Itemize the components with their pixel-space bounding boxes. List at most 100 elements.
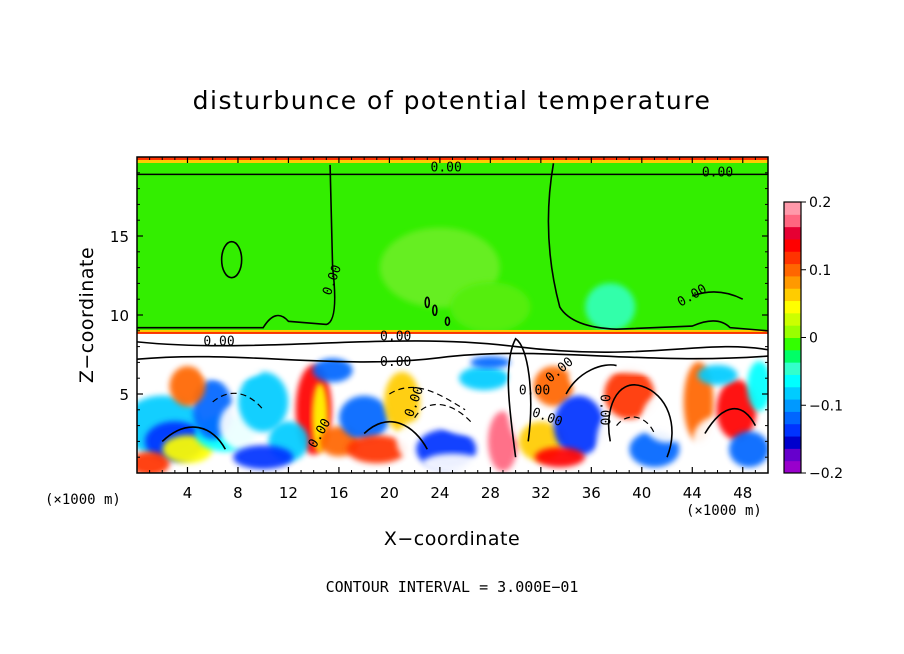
contour-closed xyxy=(424,296,431,309)
contour-line xyxy=(704,408,757,434)
contour-line xyxy=(363,421,428,450)
x-tick-label: 4 xyxy=(183,484,193,502)
colorbar-tick-label: 0.2 xyxy=(809,195,831,211)
colorbar-segment xyxy=(784,349,801,363)
contour-line xyxy=(161,426,227,450)
x-tick-label: 8 xyxy=(233,484,243,502)
colorbar-segment xyxy=(784,460,801,474)
contour-layer xyxy=(137,163,768,458)
colorbar-segment xyxy=(784,411,801,425)
colorbar-tick-label: −0.1 xyxy=(809,398,843,414)
contour-closed xyxy=(432,304,438,317)
field-blob xyxy=(601,357,682,374)
contour-line xyxy=(565,364,617,395)
x-unit-right: (×1000 m) xyxy=(686,503,762,519)
x-tick-label: 16 xyxy=(329,484,348,502)
field-blob xyxy=(596,411,637,472)
interface-white xyxy=(137,333,768,352)
contour-line xyxy=(547,163,768,332)
field-blob xyxy=(346,435,407,464)
x-tick-label: 40 xyxy=(632,484,651,502)
x-tick-label: 36 xyxy=(582,484,601,502)
y-axis-label: Z−coordinate xyxy=(76,246,98,384)
field-blob xyxy=(238,371,289,432)
x-axis-label: X−coordinate xyxy=(383,528,521,550)
interface-band xyxy=(137,329,768,332)
colorbar-segment xyxy=(784,325,801,338)
field-blob xyxy=(533,366,574,407)
contour-line-dashed xyxy=(212,392,264,411)
upper-patch xyxy=(585,283,636,332)
x-tick-label: 20 xyxy=(380,484,399,502)
field-blob xyxy=(697,365,738,386)
field-blob xyxy=(642,392,693,443)
field-blob xyxy=(729,431,768,468)
colorbar-segment xyxy=(784,448,801,462)
colorbar-segment xyxy=(784,374,801,388)
y-tick-label: 5 xyxy=(119,386,129,404)
x-tick-label: 28 xyxy=(481,484,500,502)
contour-line xyxy=(137,340,768,353)
contour-dashed-layer xyxy=(212,386,655,434)
colorbar-segment xyxy=(784,214,801,228)
colorbar-segment xyxy=(784,251,801,265)
field-blob xyxy=(569,366,614,391)
colorbar-segment xyxy=(784,436,801,449)
y-tick-label: 10 xyxy=(110,307,129,325)
field-blob xyxy=(233,445,294,470)
field-blob xyxy=(339,395,390,440)
field-blob xyxy=(137,451,170,473)
field-blob xyxy=(201,362,262,379)
colorbar-segment xyxy=(784,300,801,314)
field-blob xyxy=(604,369,655,419)
contour-label: 0.00 xyxy=(596,394,611,425)
colorbar-segment xyxy=(784,226,801,240)
x-unit-left: (×1000 m) xyxy=(45,492,121,508)
colorbar-segment xyxy=(784,423,801,437)
x-tick-label: 44 xyxy=(683,484,702,502)
field-blob xyxy=(534,447,585,468)
colorbar-segment xyxy=(784,399,801,412)
colorbar-segment xyxy=(784,238,801,252)
field-layer: 0.00 0.000.00 0.000.000.000.000.000.00 0.00… xyxy=(137,157,768,473)
field-blob xyxy=(169,366,206,407)
contour-line-dashed xyxy=(616,416,655,434)
colorbar-segment xyxy=(784,386,801,400)
field-blob xyxy=(459,366,510,391)
field-blob xyxy=(553,395,604,456)
field-blob xyxy=(716,379,757,440)
contour-label: 0.00 xyxy=(203,334,234,349)
contour-line-dashed xyxy=(389,386,466,411)
contour-label: 0.00 xyxy=(380,330,411,345)
contour-label: 0.00 xyxy=(380,355,411,370)
x-tick-label: 48 xyxy=(733,484,752,502)
contour-line xyxy=(137,164,336,329)
contour-line xyxy=(507,337,532,458)
top-band xyxy=(137,160,768,163)
contour-label: 0.00 xyxy=(431,161,462,176)
colorbar-segment xyxy=(784,275,801,289)
upper-patch xyxy=(450,282,531,333)
field-blob xyxy=(312,358,353,383)
x-tick-label: 32 xyxy=(531,484,550,502)
contour-line xyxy=(607,384,673,458)
colorbar-segment xyxy=(784,337,801,351)
colorbar-tick-label: 0 xyxy=(809,331,818,347)
chart-title: disturbunce of potential temperature xyxy=(192,86,712,115)
colorbar-segment xyxy=(784,312,801,326)
x-tick-label: 12 xyxy=(279,484,298,502)
colorbar-segment xyxy=(784,362,801,375)
field-blob xyxy=(422,453,483,473)
colorbar-tick-label: −0.2 xyxy=(809,466,843,482)
interface-band xyxy=(137,331,768,334)
contour-line-dashed xyxy=(414,403,472,423)
x-tick-label: 24 xyxy=(430,484,449,502)
contour-label: 0.00 xyxy=(702,165,733,180)
contour-line xyxy=(137,352,768,363)
field-blob xyxy=(747,361,768,412)
colorbar-segment xyxy=(784,263,801,277)
colorbar-segment xyxy=(784,202,801,215)
colorbar-tick-label: 0.1 xyxy=(809,263,831,279)
